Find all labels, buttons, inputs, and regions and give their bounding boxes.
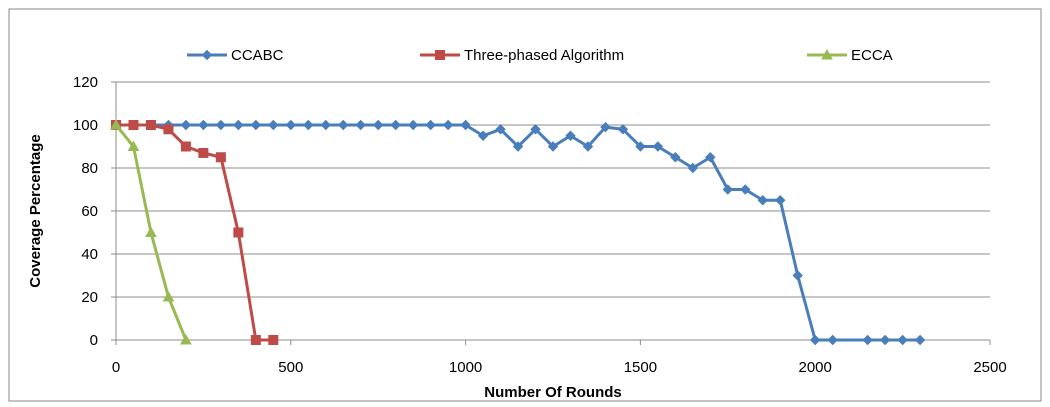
data-point-diamond [407,119,419,131]
data-point-diamond [687,162,699,174]
data-point-diamond [442,119,454,131]
legend-item: CCABC [187,47,284,64]
data-point-diamond [897,334,908,346]
series-line [116,123,274,342]
legend-label: Three-phased Algorithm [464,47,624,64]
data-point-triangle [821,48,833,60]
x-tick-label: 500 [278,359,303,376]
data-point-diamond [268,119,279,131]
x-tick-label: 1000 [449,359,482,376]
x-tick-label: 0 [112,359,120,376]
data-point-diamond [809,334,821,346]
data-point-diamond [233,119,244,131]
y-axis-title: Coverage Percentage [27,134,44,287]
data-point-diamond [303,119,314,131]
data-point-diamond [600,121,611,133]
data-point-diamond [635,141,646,152]
data-point-diamond [390,119,401,131]
data-point-square [145,120,156,130]
data-point-square [198,147,209,158]
y-tick-label: 120 [73,74,98,91]
data-point-diamond [201,49,213,61]
y-tick-label: 60 [81,203,98,220]
data-point-diamond [285,119,297,131]
data-point-triangle [110,118,122,130]
data-point-diamond [215,119,227,131]
data-point-diamond [827,334,838,346]
data-point-diamond [775,195,786,206]
series-line [116,123,921,342]
data-point-diamond [582,141,594,152]
data-point-triangle [180,333,192,345]
data-point-diamond [792,270,803,281]
data-point-diamond [722,184,734,195]
data-point-diamond [372,119,384,131]
data-point-square [128,120,139,130]
data-point-square [180,141,191,152]
data-point-square [233,227,244,238]
data-point-diamond [512,141,524,152]
legend-item: ECCA [807,47,893,64]
data-point-diamond [652,141,664,152]
data-point-diamond [530,124,541,135]
data-point-diamond [914,334,926,346]
data-point-diamond [460,119,471,131]
data-point-triangle [145,226,157,237]
legend: CCABC Three-phased Algorithm ECCA [187,47,893,64]
data-point-square [163,124,174,135]
legend-item: Three-phased Algorithm [420,47,624,64]
data-point-square [215,152,226,163]
data-point-triangle [162,290,175,302]
legend-label: ECCA [851,47,893,64]
data-point-diamond [338,119,349,131]
x-tick-label: 2500 [973,359,1006,376]
series-triangle [110,118,192,345]
y-tick-label: 40 [81,246,98,263]
y-tick-label: 0 [90,332,98,349]
data-point-diamond [425,119,436,131]
chart-border [8,8,1042,402]
data-point-diamond [862,334,873,346]
series-diamond [110,119,926,346]
data-point-diamond [180,119,192,131]
y-tick-label: 20 [81,289,98,306]
x-tick-label: 1500 [624,359,657,376]
data-point-diamond [547,141,559,152]
data-point-diamond [757,195,768,206]
data-point-diamond [705,152,716,163]
data-point-diamond [250,119,262,131]
data-point-diamond [879,334,891,346]
x-axis-title: Number Of Rounds [484,384,622,401]
data-point-diamond [320,119,331,131]
data-point-diamond [495,124,506,135]
data-point-square [435,50,445,60]
data-point-diamond [740,184,751,195]
y-tick-label: 80 [81,160,98,177]
data-point-triangle [127,140,140,151]
data-point-diamond [617,124,629,135]
series-layer [110,118,926,346]
data-point-square [268,335,279,345]
legend-label: CCABC [231,47,284,64]
data-point-diamond [670,152,681,163]
x-tick-label: 2000 [799,359,832,376]
data-point-diamond [355,119,366,131]
y-tick-label: 100 [73,117,98,134]
data-point-diamond [477,130,489,141]
data-point-square [250,335,261,345]
data-point-diamond [198,119,209,131]
data-point-diamond [565,130,576,141]
